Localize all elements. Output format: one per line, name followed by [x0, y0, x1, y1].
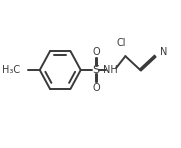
Text: S: S	[92, 65, 99, 75]
Text: H₃C: H₃C	[2, 65, 20, 75]
Text: Cl: Cl	[117, 38, 126, 48]
Text: O: O	[93, 83, 100, 93]
Text: N: N	[160, 47, 167, 57]
Text: NH: NH	[103, 65, 118, 75]
Text: O: O	[93, 47, 100, 57]
